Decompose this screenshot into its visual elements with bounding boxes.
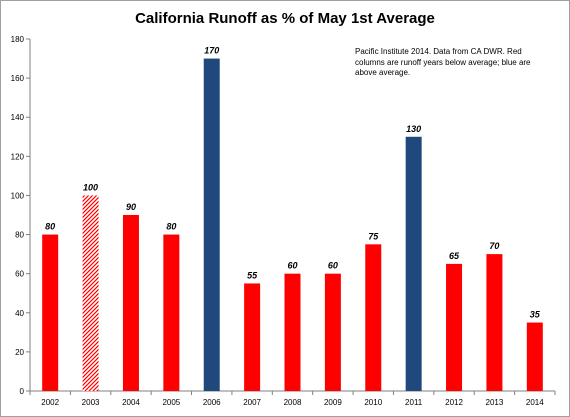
data-label-2014: 35 xyxy=(530,310,541,320)
bar-2011 xyxy=(405,136,422,391)
bar-2012 xyxy=(446,263,463,391)
x-tick-label-2008: 2008 xyxy=(284,398,302,407)
x-tick-label-2004: 2004 xyxy=(122,398,140,407)
bar-2002 xyxy=(42,234,59,391)
x-tick-label-2014: 2014 xyxy=(526,398,544,407)
chart-annotation: Pacific Institute 2014. Data from CA DWR… xyxy=(355,47,531,77)
x-tick-label-2006: 2006 xyxy=(203,398,221,407)
data-label-2004: 90 xyxy=(126,202,136,212)
data-label-2012: 65 xyxy=(449,251,460,261)
bar-2013 xyxy=(486,254,503,391)
x-tick-label-2002: 2002 xyxy=(41,398,59,407)
bar-2009 xyxy=(324,273,341,391)
data-label-2005: 80 xyxy=(166,222,176,232)
bar-2006 xyxy=(203,58,220,392)
data-label-2010: 75 xyxy=(368,231,379,241)
y-tick-label: 20 xyxy=(15,348,24,357)
data-label-2009: 60 xyxy=(328,261,338,271)
data-label-2008: 60 xyxy=(287,261,297,271)
data-label-2013: 70 xyxy=(489,241,499,251)
x-tick-label-2013: 2013 xyxy=(486,398,504,407)
chart-title: California Runoff as % of May 1st Averag… xyxy=(135,10,435,27)
y-tick-label: 140 xyxy=(11,113,25,122)
data-label-2002: 80 xyxy=(45,222,55,232)
bar-2003 xyxy=(82,195,99,391)
y-tick-label: 40 xyxy=(15,309,24,318)
bar-2004 xyxy=(122,215,139,391)
y-tick-label: 0 xyxy=(20,387,25,396)
data-label-2011: 130 xyxy=(406,124,421,134)
bar-2008 xyxy=(284,273,301,391)
bar-2010 xyxy=(365,244,382,391)
x-tick-label-2011: 2011 xyxy=(405,398,423,407)
bar-2007 xyxy=(244,283,261,391)
y-tick-label: 80 xyxy=(15,231,24,240)
data-label-2007: 55 xyxy=(247,270,258,280)
x-tick-label-2012: 2012 xyxy=(445,398,463,407)
y-tick-label: 160 xyxy=(11,74,25,83)
y-tick-label: 180 xyxy=(11,35,25,44)
data-label-2006: 170 xyxy=(204,46,219,56)
x-tick-label-2007: 2007 xyxy=(243,398,261,407)
x-tick-label-2003: 2003 xyxy=(82,398,100,407)
y-tick-label: 120 xyxy=(11,152,25,161)
data-label-2003: 100 xyxy=(83,182,98,192)
bar-2005 xyxy=(163,234,180,391)
bar-2014 xyxy=(526,322,543,391)
y-tick-label: 60 xyxy=(15,270,24,279)
y-tick-label: 100 xyxy=(11,191,25,200)
x-tick-label-2010: 2010 xyxy=(364,398,382,407)
x-tick-label-2009: 2009 xyxy=(324,398,342,407)
x-tick-label-2005: 2005 xyxy=(162,398,180,407)
